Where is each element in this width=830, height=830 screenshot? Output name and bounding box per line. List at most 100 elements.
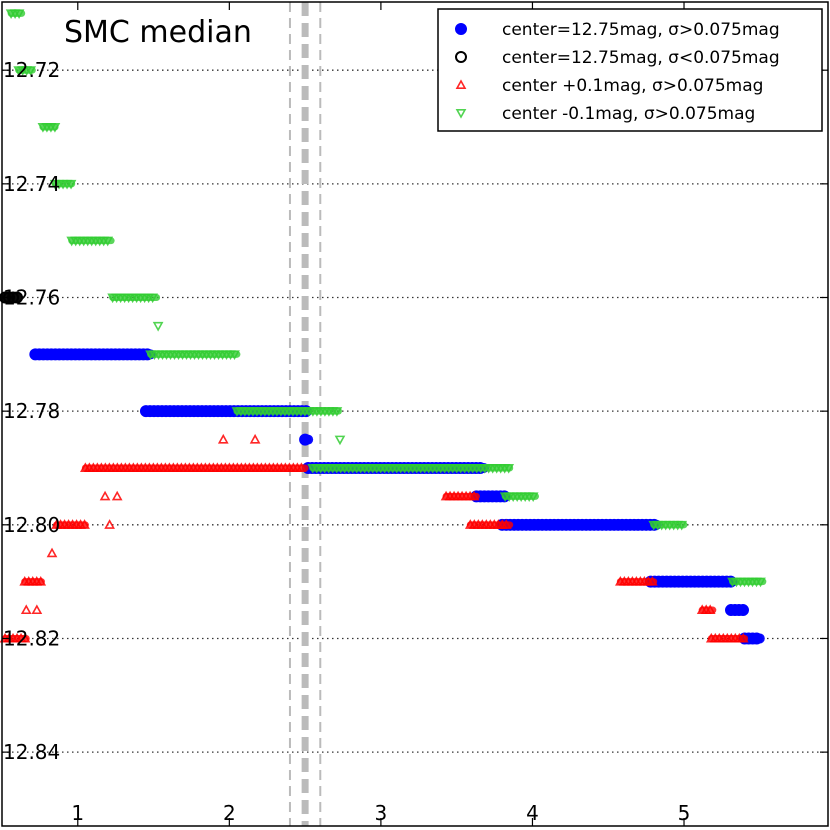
data-point (647, 575, 658, 586)
x-tick-label: 5 (678, 801, 691, 825)
x-tick-label: 2 (223, 801, 236, 825)
data-segment (29, 348, 156, 361)
data-point (19, 632, 31, 643)
legend-label-2: center +0.1mag, σ>0.075mag (502, 76, 763, 96)
data-segment (145, 350, 241, 360)
series-3 (5, 9, 767, 588)
chart-title: SMC median (64, 15, 252, 50)
data-segment (615, 575, 658, 586)
data-point (334, 435, 346, 446)
data-point (49, 123, 61, 133)
x-tick-label: 3 (375, 801, 388, 825)
data-segment (46, 547, 58, 558)
data-segment (725, 604, 750, 617)
data-point (299, 433, 312, 446)
data-segment (705, 632, 749, 643)
legend-label-3: center -0.1mag, σ>0.075mag (502, 104, 755, 124)
data-point (229, 350, 240, 360)
data-point (102, 236, 114, 247)
data-point (99, 490, 111, 501)
data-point (295, 462, 307, 472)
legend-marker-1 (455, 51, 467, 63)
y-tick-label: 12.82 (3, 626, 60, 650)
data-segment (307, 463, 515, 474)
data-point (65, 179, 77, 190)
legend-marker-2 (455, 79, 467, 89)
data-segment (111, 490, 123, 501)
data-segment (51, 519, 90, 529)
data-point (152, 321, 164, 332)
data-segment (464, 519, 514, 529)
data-segment (66, 236, 115, 247)
data-point (755, 577, 766, 588)
data-segment (37, 123, 61, 133)
data-point (331, 407, 343, 417)
data-segment (231, 407, 343, 417)
data-point (13, 9, 25, 20)
series-layer (0, 9, 767, 645)
data-point (750, 632, 763, 645)
data-segment (727, 577, 767, 588)
data-point (737, 604, 750, 617)
y-tick-label: 12.72 (3, 58, 60, 82)
data-segment (5, 9, 26, 20)
data-segment (107, 293, 161, 304)
data-point (20, 604, 32, 615)
data-segment (217, 433, 229, 444)
x-tick-label: 1 (71, 801, 84, 825)
data-point (217, 433, 229, 444)
y-tick-label: 12.74 (3, 172, 60, 196)
data-segment (249, 433, 261, 444)
data-segment (79, 462, 309, 472)
data-point (0, 291, 12, 304)
data-segment (152, 321, 164, 332)
data-point (249, 433, 261, 444)
data-point (35, 575, 47, 586)
data-segment (31, 604, 43, 615)
data-point (503, 463, 515, 474)
x-tick-label: 4 (526, 801, 539, 825)
legend-label-0: center=12.75mag, σ>0.075mag (502, 20, 780, 40)
data-point (500, 519, 512, 529)
data-segment (20, 604, 32, 615)
data-point (31, 604, 43, 615)
data-point (527, 492, 539, 503)
data-segment (104, 519, 115, 529)
y-tick-label: 12.76 (3, 286, 60, 310)
data-point (25, 66, 37, 76)
legend-box (437, 8, 823, 132)
legend: center=12.75mag, σ>0.075mag center=12.75m… (437, 8, 823, 132)
data-point (468, 490, 480, 501)
data-segment (299, 433, 314, 446)
data-point (704, 604, 716, 615)
data-point (104, 519, 115, 529)
data-segment (440, 490, 480, 501)
data-point (79, 519, 90, 529)
data-point (737, 632, 749, 643)
data-segment (644, 575, 738, 588)
data-segment (13, 66, 37, 76)
y-tick-label: 12.84 (3, 740, 60, 764)
data-point (111, 490, 123, 501)
data-segment (499, 492, 539, 503)
data-segment (49, 179, 77, 190)
data-segment (648, 520, 688, 531)
data-point (147, 293, 158, 304)
data-segment (334, 435, 346, 446)
data-point (676, 520, 688, 531)
legend-label-1: center=12.75mag, σ<0.075mag (502, 48, 780, 68)
data-segment (496, 518, 662, 531)
legend-marker-3 (455, 109, 467, 119)
series-2 (0, 433, 749, 643)
y-tick-label: 12.78 (3, 399, 60, 423)
data-segment (696, 604, 717, 615)
data-point (11, 291, 24, 304)
data-segment (99, 490, 111, 501)
legend-marker-0 (455, 23, 467, 35)
data-point (46, 547, 58, 558)
data-segment (19, 575, 47, 586)
